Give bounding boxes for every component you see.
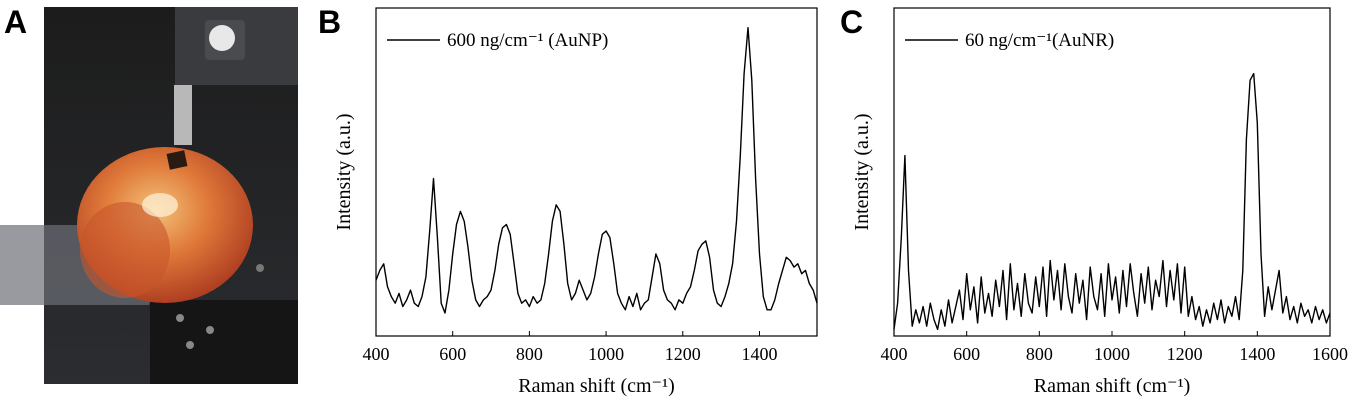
x-tick-label: 1000: [1094, 344, 1130, 364]
y-axis-title: Intensity (a.u.): [851, 113, 873, 230]
x-tick-label: 1200: [665, 344, 701, 364]
panel-label: A: [4, 4, 27, 40]
x-tick-label: 800: [516, 344, 543, 364]
x-tick-label: 800: [1026, 344, 1053, 364]
legend-label: 60 ng/cm⁻¹(AuNR): [965, 30, 1114, 51]
legend-label: 600 ng/cm⁻¹ (AuNP): [447, 30, 608, 51]
x-axis-title: Raman shift (cm⁻¹): [1034, 375, 1191, 397]
x-tick-label: 1400: [741, 344, 777, 364]
panel-label: C: [840, 4, 863, 40]
photo: [0, 7, 298, 384]
x-tick-label: 600: [439, 344, 466, 364]
spectrum-line: [375, 27, 818, 314]
x-tick-label: 400: [881, 344, 908, 364]
panel-label: B: [318, 4, 341, 40]
spectrum-line: [893, 72, 1331, 331]
x-tick-label: 600: [953, 344, 980, 364]
x-tick-label: 1600: [1312, 344, 1348, 364]
x-axis-title: Raman shift (cm⁻¹): [518, 375, 675, 397]
x-tick-label: 1000: [588, 344, 624, 364]
x-tick-label: 400: [363, 344, 390, 364]
chart: 400 600 800 1000 1200 1400 Raman shift (cm⁻¹) I…: [333, 7, 818, 397]
plot-frame: [893, 7, 1331, 337]
y-axis-title: Intensity (a.u.): [333, 113, 355, 230]
plot-frame: [375, 7, 818, 337]
x-tick-label: 1200: [1167, 344, 1203, 364]
x-tick-label: 1400: [1239, 344, 1275, 364]
chart: 400 600 800 1000 1200 1400 1600 Raman shift (cm…: [851, 7, 1348, 397]
